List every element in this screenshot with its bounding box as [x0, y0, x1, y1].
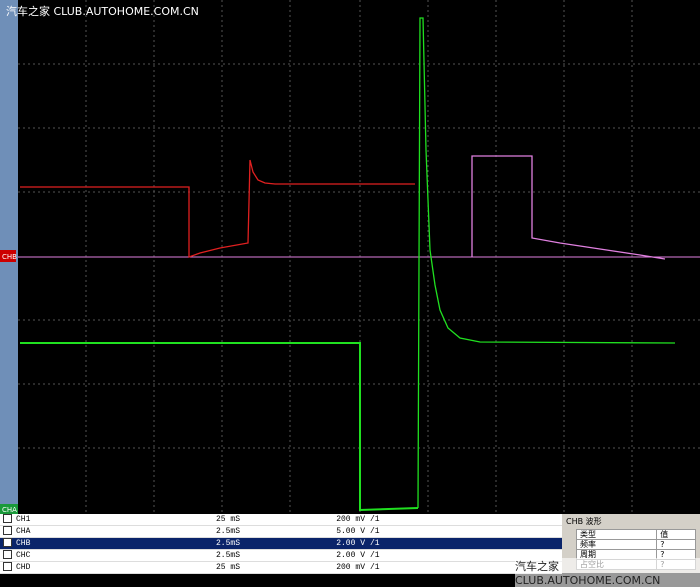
cell: /1 — [370, 551, 380, 560]
channel-table: CH1 25 mS 200 mV/1 CHA 2.5mS 5.00 V/1 CHB 2.5mS… — [0, 514, 562, 574]
checkbox[interactable] — [3, 562, 12, 571]
checkbox[interactable] — [3, 526, 12, 535]
cell: 频率 — [575, 539, 658, 550]
channel-row: CHB 2.5mS 2.00 V/1 — [0, 538, 562, 550]
cell: CHA — [16, 527, 31, 536]
cell: /1 — [370, 527, 380, 536]
cell: 200 mV — [336, 563, 365, 572]
side-label: CHB — [2, 253, 17, 261]
cell: 200 mV — [336, 515, 365, 524]
cell: 2.00 V — [336, 539, 365, 548]
green-trace — [20, 342, 419, 512]
checkbox[interactable] — [3, 538, 12, 547]
scope: CHB CHA 汽车之家 CLUB.AUTOHOME.COM.CN — [0, 0, 700, 514]
cell: 2.5mS — [215, 527, 240, 536]
cell: 5.00 V — [336, 527, 365, 536]
green-spike — [417, 17, 676, 509]
checkbox[interactable] — [3, 514, 12, 523]
panel-header: 类型值 — [575, 529, 696, 540]
cell: 25 mS — [215, 515, 240, 524]
channel-row: CH1 25 mS 200 mV/1 — [0, 514, 562, 526]
cell: 2.00 V — [336, 551, 365, 560]
cell: 2.5mS — [215, 539, 240, 548]
chb-marker — [0, 250, 16, 262]
cha-marker — [0, 504, 18, 514]
checkbox[interactable] — [3, 550, 12, 559]
side-label: CHA — [2, 506, 17, 514]
cell: 2.5mS — [215, 551, 240, 560]
watermark: 汽车之家 CLUB.AUTOHOME.COM.CN — [6, 4, 199, 18]
channel-row: CHD 25 mS 200 mV/1 — [0, 562, 562, 574]
pink-trace — [471, 155, 666, 260]
cell: /1 — [370, 539, 380, 548]
cell: CHD — [16, 563, 31, 572]
cell: /1 — [370, 515, 380, 524]
channel-row: CHC 2.5mS 2.00 V/1 — [0, 550, 562, 562]
red-trace — [20, 159, 415, 258]
cell: CH1 — [16, 515, 31, 524]
header-cell: 值 — [656, 529, 696, 540]
header-cell: 类型 — [575, 529, 658, 540]
cell: 25 mS — [215, 563, 240, 572]
cell: ? — [656, 539, 696, 550]
panel-row: 频率? — [575, 539, 696, 550]
panel-title: CHB 波形 — [566, 517, 602, 526]
cell: /1 — [370, 563, 380, 572]
cell: CHB — [16, 539, 31, 548]
cell: CHC — [16, 551, 31, 560]
channel-row: CHA 2.5mS 5.00 V/1 — [0, 526, 562, 538]
